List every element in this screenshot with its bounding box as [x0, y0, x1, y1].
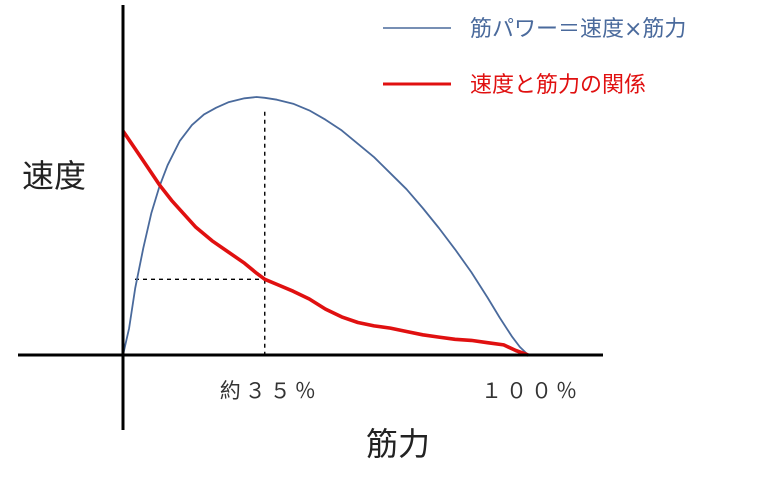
series-line-power — [122, 96, 529, 356]
x-axis-title: 筋力 — [366, 425, 430, 463]
x-tick-label-35: 約３５％ — [220, 379, 320, 403]
legend-label-velocity: 速度と筋力の関係 — [470, 73, 646, 98]
legend: 筋パワー＝速度×筋力 速度と筋力の関係 — [383, 17, 686, 98]
series-line-velocity — [121, 129, 529, 357]
x-tick-label-100: １００％ — [481, 379, 581, 403]
legend-label-power: 筋パワー＝速度×筋力 — [470, 17, 686, 42]
y-axis-title: 速度 — [22, 157, 86, 195]
